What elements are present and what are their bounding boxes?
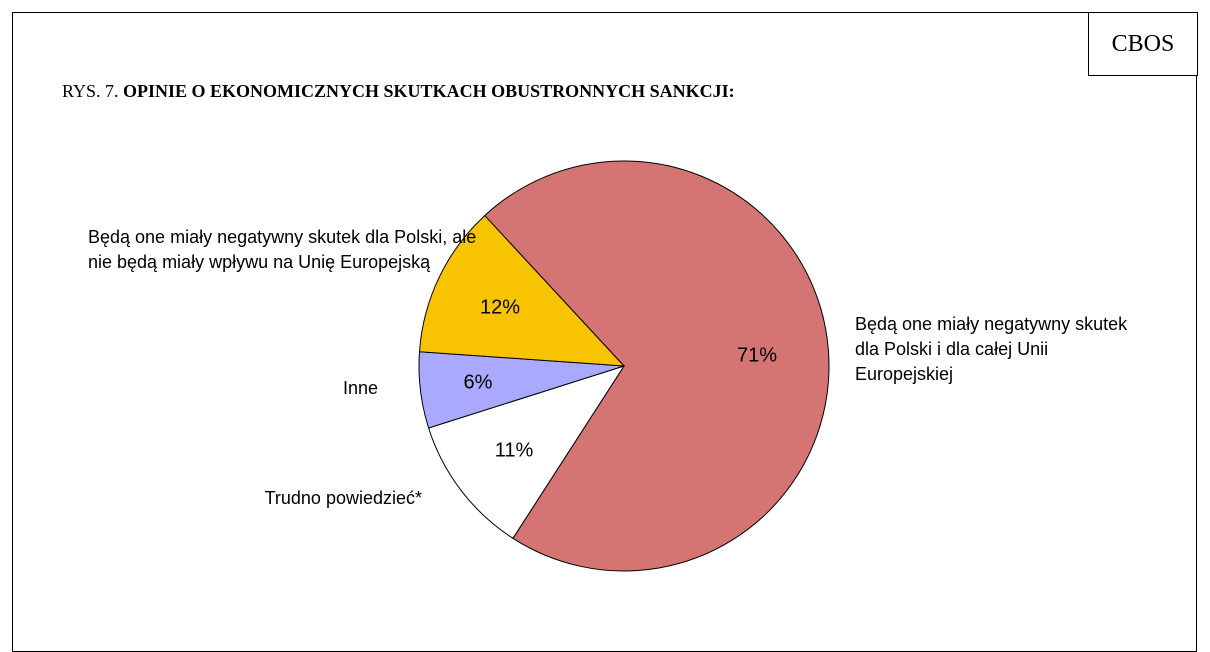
slice-label: Trudno powiedzieć* <box>264 488 422 508</box>
pie-slice <box>484 160 830 572</box>
badge: CBOS <box>1088 12 1198 76</box>
slice-label: Inne <box>342 378 378 398</box>
value-label: 11% <box>495 439 534 461</box>
title-prefix: RYS. 7. <box>62 81 119 101</box>
pie-slice <box>427 365 626 540</box>
slice-label: Będą one miały negatywny skutek dla Pols… <box>88 227 477 272</box>
value-label: 71% <box>737 344 777 366</box>
pie-slice <box>418 214 626 367</box>
title-text: OPINIE O EKONOMICZNYCH SKUTKACH OBUSTRON… <box>123 81 735 101</box>
slice-label: Będą one miały negatywny skutek dla Pols… <box>855 314 1128 384</box>
value-label: 12% <box>480 296 520 318</box>
value-label: 6% <box>464 371 493 393</box>
chart-title: RYS. 7. OPINIE O EKONOMICZNYCH SKUTKACH … <box>62 81 735 102</box>
